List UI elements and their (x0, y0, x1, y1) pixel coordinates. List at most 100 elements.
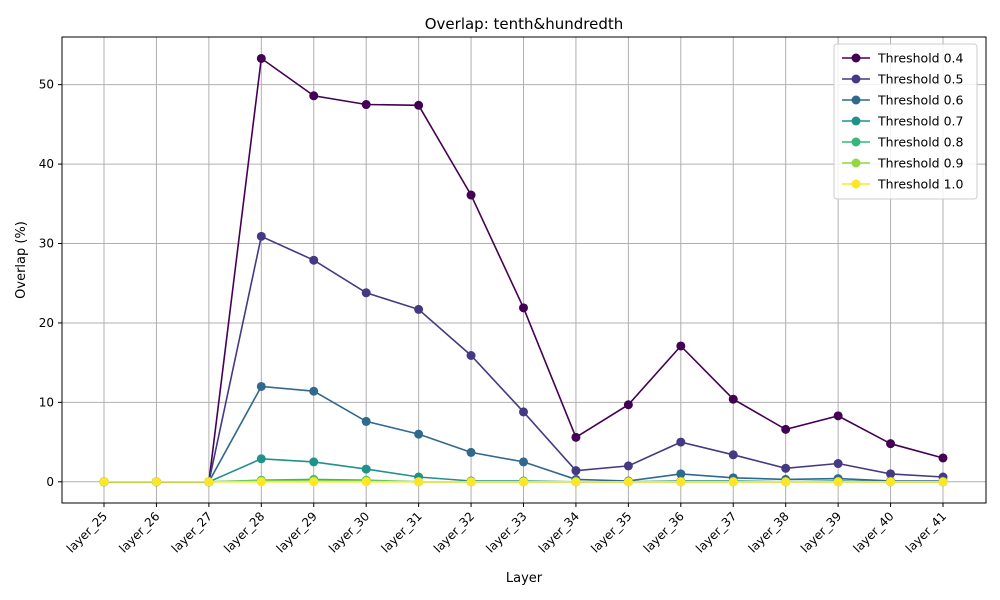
y-tick-label: 20 (39, 316, 54, 330)
legend-entry: Threshold 0.6 (842, 93, 964, 108)
data-point (466, 351, 476, 361)
legend-label: Threshold 0.4 (877, 51, 964, 66)
data-point (414, 429, 424, 439)
data-point (623, 477, 633, 487)
data-point (309, 91, 319, 101)
x-tick-label: layer_40 (850, 509, 896, 555)
legend-label: Threshold 0.7 (877, 114, 963, 129)
data-point (361, 288, 371, 298)
y-axis: 0 10 20 30 40 50 (39, 78, 62, 489)
data-point (414, 477, 424, 487)
legend-marker (851, 53, 861, 63)
legend-label: Threshold 0.6 (877, 93, 964, 108)
y-tick-label: 10 (39, 395, 54, 409)
data-point (623, 400, 633, 410)
legend-marker (851, 158, 861, 168)
data-point (728, 450, 738, 460)
data-point (519, 477, 528, 487)
legend-label: Threshold 0.5 (877, 72, 963, 87)
x-tick-label: layer_34 (536, 509, 582, 555)
x-tick-label: layer_37 (693, 509, 739, 555)
data-point (781, 477, 791, 487)
data-point (519, 303, 528, 313)
data-point (781, 424, 791, 434)
data-point (256, 231, 266, 241)
data-point (886, 477, 896, 487)
legend-entry: Threshold 1.0 (842, 177, 964, 192)
data-point (833, 459, 843, 469)
data-point (256, 454, 266, 464)
x-axis-label: Layer (506, 571, 543, 586)
legend-marker (851, 116, 861, 126)
data-point (519, 457, 528, 467)
legend-label: Threshold 1.0 (877, 177, 964, 192)
grid (62, 37, 986, 503)
legend-box (833, 43, 978, 200)
legend-marker (851, 95, 861, 105)
legend-entry: Threshold 0.4 (842, 51, 964, 66)
x-axis: layer_25 layer_26 layer_27 layer_28 layer_29… (64, 503, 949, 555)
chart-title: Overlap: tenth&hundredth (425, 15, 624, 33)
x-tick-label: layer_32 (431, 509, 477, 555)
data-point (676, 469, 686, 479)
y-tick-label: 40 (39, 157, 54, 171)
legend-entry: Threshold 0.9 (842, 156, 964, 171)
data-point (571, 477, 581, 487)
data-point (938, 453, 948, 463)
data-point (309, 457, 319, 467)
data-point (309, 477, 319, 487)
legend-marker (851, 179, 861, 189)
data-point (414, 304, 424, 314)
series-threshold-0-5 (99, 231, 948, 487)
legend-entry: Threshold 0.8 (842, 135, 964, 150)
x-tick-label: layer_29 (274, 509, 320, 555)
legend-entry: Threshold 0.5 (842, 72, 963, 87)
data-point (256, 53, 266, 63)
legend-label: Threshold 0.8 (877, 135, 964, 150)
x-tick-label: layer_35 (588, 509, 634, 555)
data-point (309, 255, 319, 265)
data-point (361, 464, 371, 474)
legend-entry: Threshold 0.7 (842, 114, 963, 129)
y-tick-label: 0 (46, 475, 54, 489)
x-tick-label: layer_36 (641, 509, 687, 555)
data-point (414, 100, 424, 110)
data-point (466, 477, 476, 487)
data-point (99, 477, 109, 487)
data-point (571, 432, 581, 442)
data-point (309, 386, 319, 396)
y-tick-label: 50 (39, 78, 54, 92)
data-point (728, 394, 738, 404)
x-tick-label: layer_39 (798, 509, 844, 555)
data-point (204, 477, 214, 487)
data-point (676, 437, 686, 447)
data-point (676, 477, 686, 487)
data-point (361, 100, 371, 110)
data-point (833, 477, 843, 487)
data-point (361, 477, 371, 487)
x-tick-label: layer_28 (221, 509, 267, 555)
x-tick-label: layer_27 (169, 509, 215, 555)
x-tick-label: layer_25 (64, 509, 110, 555)
legend-label: Threshold 0.9 (877, 156, 964, 171)
y-tick-label: 30 (39, 237, 54, 251)
data-point (256, 381, 266, 391)
data-point (571, 466, 581, 476)
data-point (676, 341, 686, 351)
data-point (466, 447, 476, 457)
x-tick-label: layer_30 (326, 509, 372, 555)
data-point (781, 463, 791, 473)
data-point (728, 477, 738, 487)
data-point (886, 469, 896, 479)
data-point (938, 477, 948, 487)
data-point (519, 407, 528, 417)
legend-marker (851, 137, 861, 147)
x-tick-label: layer_31 (379, 509, 425, 555)
series-group (99, 53, 948, 487)
x-tick-label: layer_33 (483, 509, 529, 555)
data-point (833, 411, 843, 421)
data-point (466, 190, 476, 200)
y-axis-label: Overlap (%) (14, 221, 29, 299)
x-tick-label: layer_38 (746, 509, 792, 555)
